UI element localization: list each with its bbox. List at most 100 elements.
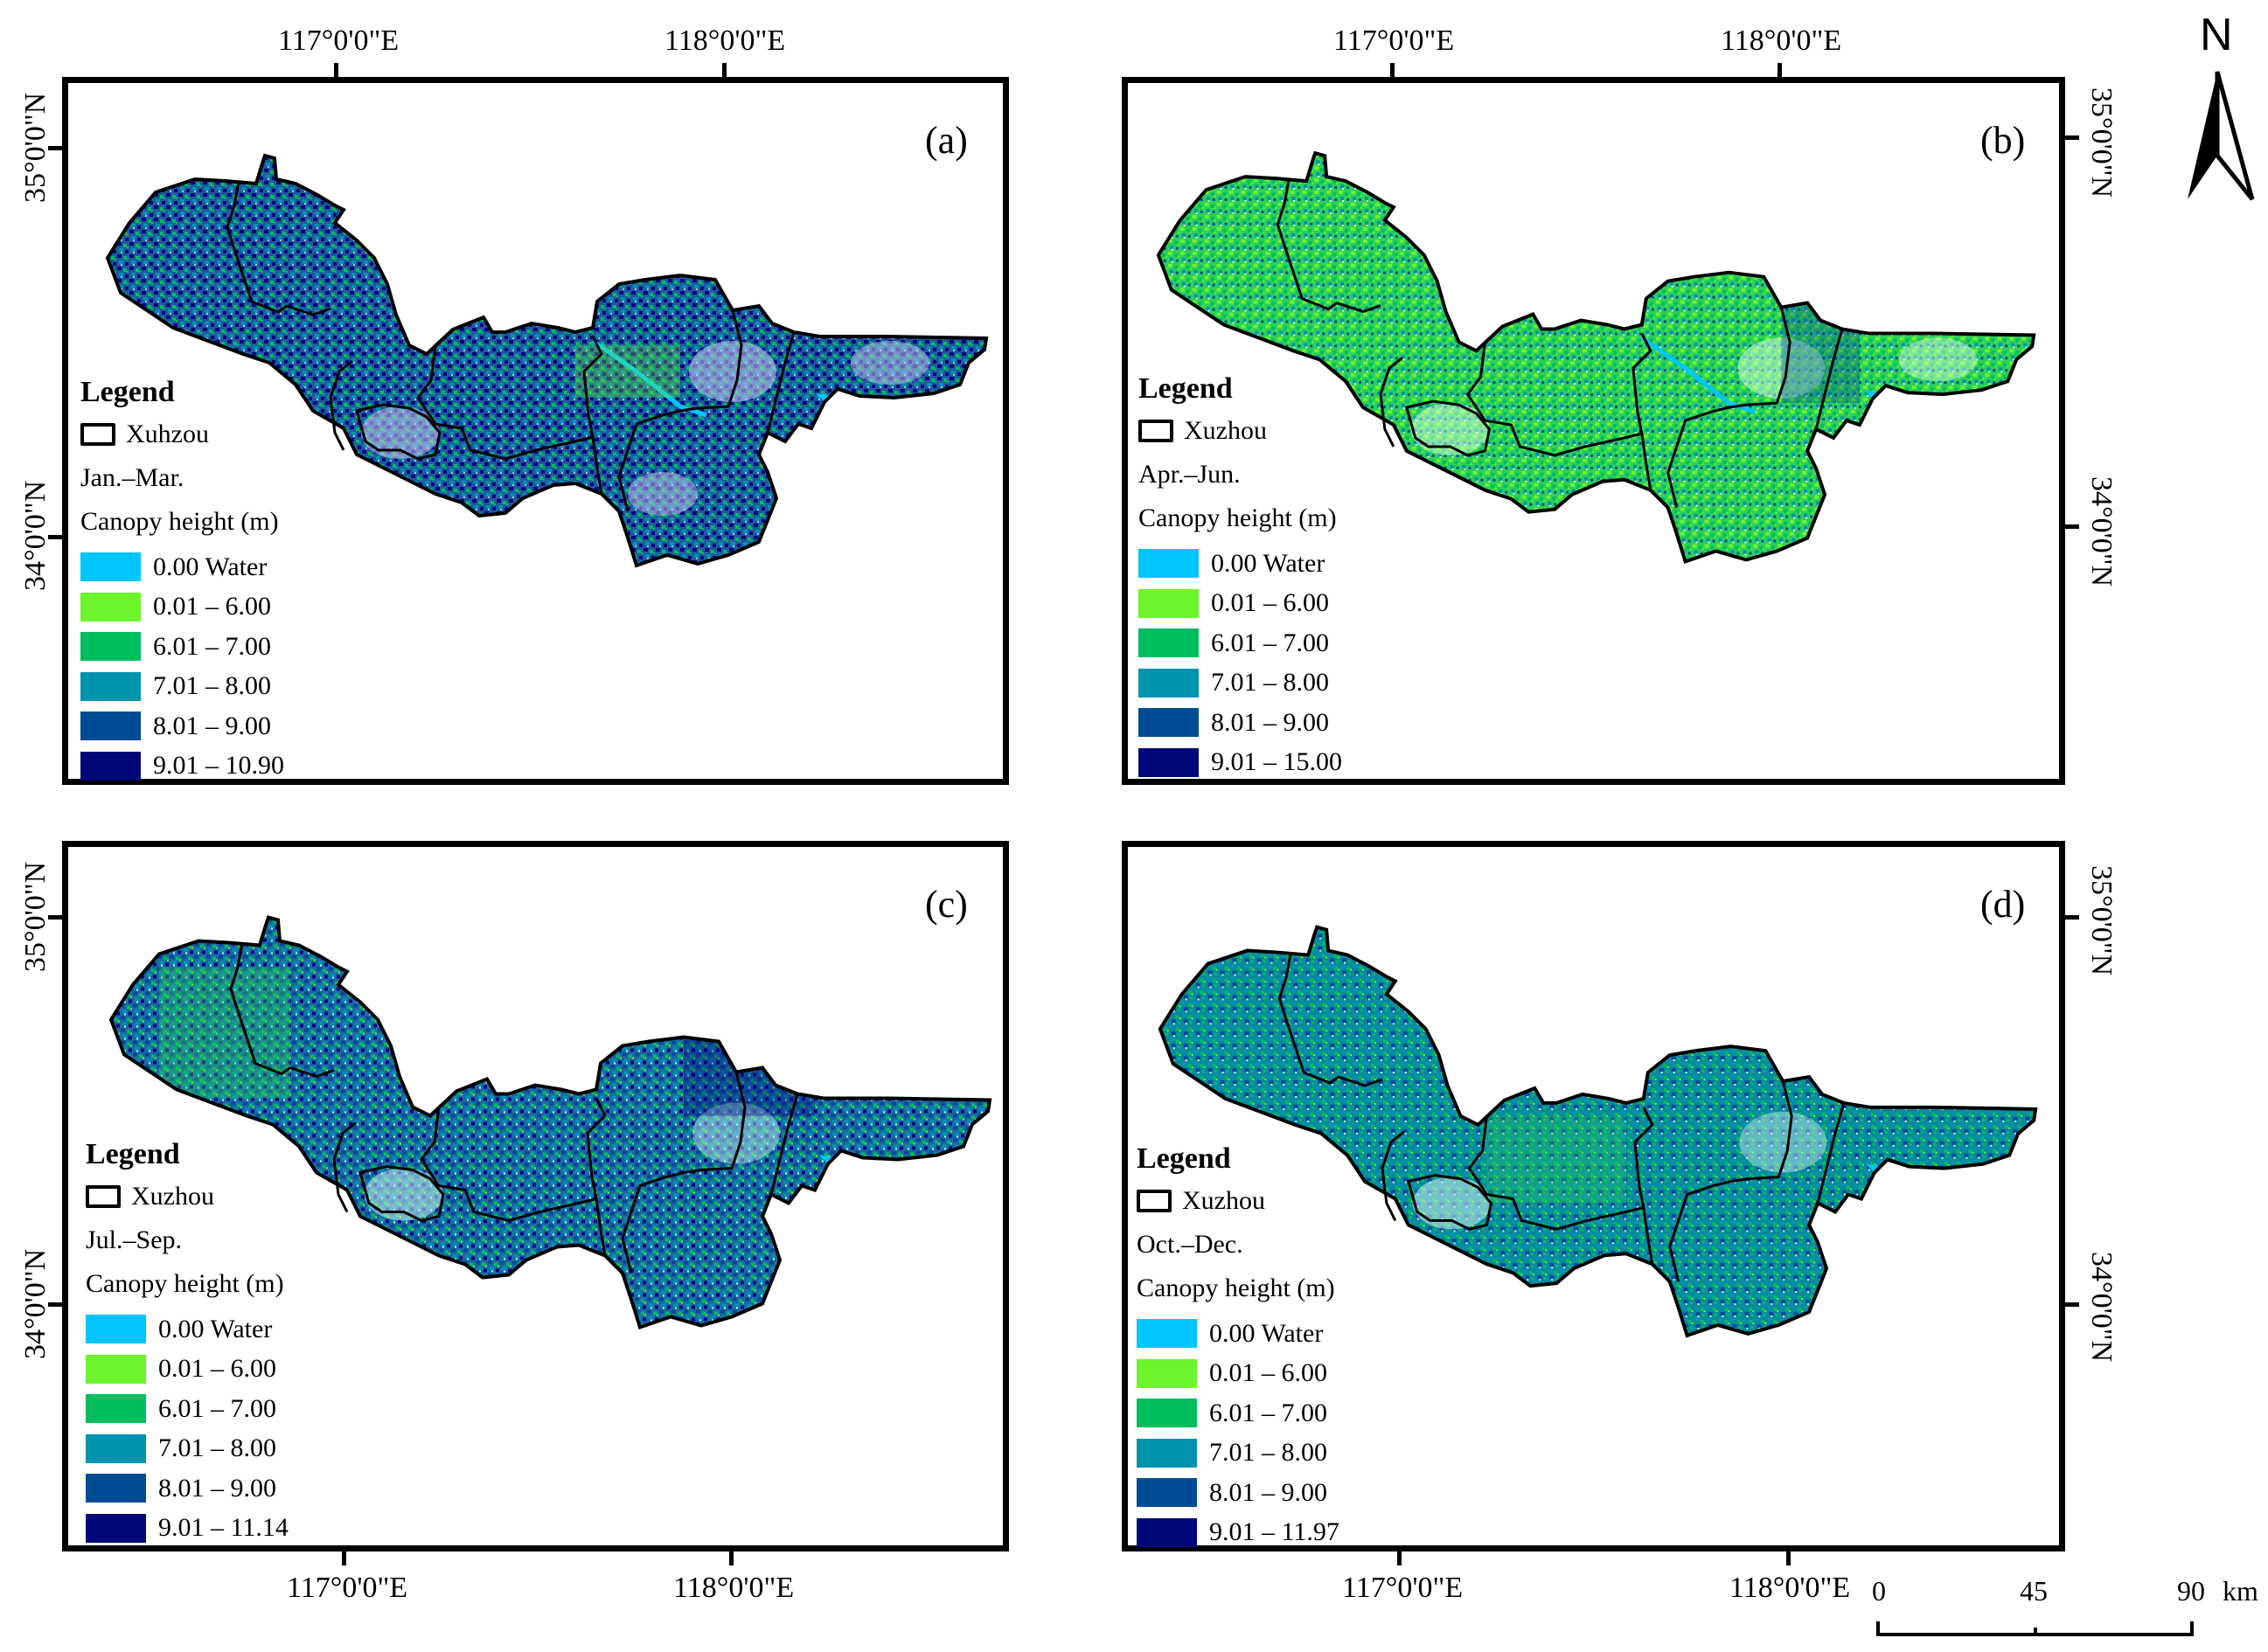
swatch-class5 <box>80 751 141 781</box>
legend-class-label: 0.01 – 6.00 <box>158 1354 276 1384</box>
legend-class-1: 0.01 – 6.00 <box>1138 584 1342 624</box>
lat-tick <box>48 915 64 920</box>
legend-boundary-item: Xuzhou <box>1137 1188 1339 1214</box>
legend-class-water: 0.00 Water <box>1137 1314 1339 1354</box>
legend-class-2: 6.01 – 7.00 <box>80 627 284 667</box>
legend-class-label: 8.01 – 9.00 <box>1209 1477 1327 1507</box>
legend-class-5: 9.01 – 11.14 <box>86 1509 289 1549</box>
legend-class-label: 8.01 – 9.00 <box>153 711 271 740</box>
swatch-class4 <box>86 1474 146 1503</box>
map-panel-b: (b) Legend Xuzhou Apr.–Jun. Canopy heigh… <box>1122 77 2065 785</box>
legend-class-2: 6.01 – 7.00 <box>1137 1393 1339 1433</box>
swatch-class5 <box>86 1513 146 1543</box>
swatch-class3 <box>80 671 141 701</box>
lat-label-34: 34°0'0"N <box>2085 1252 2118 1363</box>
legend-class-label: 8.01 – 9.00 <box>1211 707 1329 737</box>
lon-tick <box>1778 63 1782 79</box>
north-label: N <box>2200 10 2233 60</box>
legend-class-label: 6.01 – 7.00 <box>1209 1398 1327 1427</box>
swatch-class5 <box>1137 1517 1197 1547</box>
swatch-class4 <box>1138 708 1199 738</box>
legend-class-5: 9.01 – 15.00 <box>1138 743 1342 783</box>
legend-title: Legend <box>1138 372 1233 405</box>
swatch-class1 <box>80 592 141 621</box>
lon-label-118: 118°0'0"E <box>673 1572 795 1604</box>
swatch-class2 <box>1137 1399 1197 1428</box>
legend-class-label: 9.01 – 11.14 <box>158 1513 289 1543</box>
legend-class-label: 7.01 – 8.00 <box>1209 1438 1327 1468</box>
legend-class-label: 7.01 – 8.00 <box>1211 668 1329 698</box>
legend-class-label: 0.00 Water <box>153 552 268 581</box>
lat-label-35: 35°0'0"N <box>2085 87 2118 198</box>
panel-label: (c) <box>925 883 968 926</box>
legend-season: Jan.–Mar. <box>80 463 184 492</box>
legend-class-4: 8.01 – 9.00 <box>1138 703 1342 743</box>
lat-label-35: 35°0'0"N <box>19 861 52 972</box>
lon-tick <box>1786 1550 1791 1565</box>
boundary-swatch-icon <box>86 1185 121 1208</box>
legend-class-label: 6.01 – 7.00 <box>1211 628 1329 657</box>
scale-bar: 0 45 90 km <box>1862 1573 2265 1652</box>
boundary-swatch-icon <box>80 423 115 446</box>
legend-class-1: 0.01 – 6.00 <box>1137 1354 1339 1394</box>
legend-class-label: 0.01 – 6.00 <box>153 592 271 621</box>
swatch-class3 <box>86 1433 146 1463</box>
legend-class-water: 0.00 Water <box>1138 544 1342 584</box>
legend-season: Apr.–Jun. <box>1138 460 1241 489</box>
lon-label-117: 117°0'0"E <box>278 24 400 57</box>
legend-class-label: 0.00 Water <box>1211 548 1325 578</box>
swatch-class2 <box>86 1394 146 1424</box>
legend-boundary-item: Xuzhou <box>86 1183 289 1210</box>
swatch-class1 <box>1138 588 1199 618</box>
lat-tick <box>2063 1302 2079 1307</box>
legend-class-5: 9.01 – 10.90 <box>80 746 284 787</box>
legend-unit: Canopy height (m) <box>1137 1274 1335 1302</box>
lat-label-35: 35°0'0"N <box>19 92 52 203</box>
lon-label-117: 117°0'0"E <box>287 1572 408 1604</box>
scale-bar-line <box>1876 1621 2194 1636</box>
lon-label-117: 117°0'0"E <box>1342 1572 1464 1604</box>
legend-boundary-item: Xuhzou <box>80 421 284 448</box>
legend-class-label: 9.01 – 11.97 <box>1209 1517 1339 1547</box>
lon-label-117: 117°0'0"E <box>1333 24 1455 57</box>
legend-class-label: 7.01 – 8.00 <box>153 671 271 701</box>
swatch-class5 <box>1138 747 1199 777</box>
legend-class-label: 9.01 – 10.90 <box>153 751 284 781</box>
xuzhou-map-d <box>1158 925 2038 1337</box>
xuzhou-map-a <box>106 154 988 567</box>
swatch-water <box>86 1315 146 1344</box>
legend-boundary-label: Xuzhou <box>1182 1186 1265 1215</box>
legend-unit: Canopy height (m) <box>86 1269 284 1298</box>
legend-class-water: 0.00 Water <box>80 547 284 587</box>
legend-class-label: 9.01 – 15.00 <box>1211 747 1342 777</box>
legend-unit: Canopy height (m) <box>1138 503 1337 532</box>
legend-title: Legend <box>80 376 175 408</box>
legend-boundary-label: Xuhzou <box>126 420 209 448</box>
lon-tick <box>334 63 338 79</box>
legend-class-5: 9.01 – 11.97 <box>1137 1513 1339 1553</box>
legend-boundary-label: Xuzhou <box>131 1182 214 1211</box>
legend: Legend Xuzhou Apr.–Jun. Canopy height (m… <box>1138 374 1342 782</box>
lat-tick <box>48 146 64 150</box>
xuzhou-map-c <box>109 915 991 1329</box>
swatch-water <box>80 552 141 582</box>
legend: Legend Xuzhou Jul.–Sep. Canopy height (m… <box>86 1140 289 1548</box>
legend-class-4: 8.01 – 9.00 <box>80 706 284 746</box>
lon-label-118: 118°0'0"E <box>1721 24 1842 57</box>
legend-class-3: 7.01 – 8.00 <box>80 667 284 707</box>
lon-tick <box>1397 1550 1402 1565</box>
legend: Legend Xuzhou Oct.–Dec. Canopy height (m… <box>1137 1144 1339 1552</box>
swatch-water <box>1138 549 1199 579</box>
legend-title: Legend <box>1137 1142 1231 1175</box>
legend-class-label: 0.00 Water <box>1209 1318 1324 1348</box>
legend-class-1: 0.01 – 6.00 <box>80 587 284 628</box>
legend-class-4: 8.01 – 9.00 <box>1137 1473 1339 1513</box>
legend-class-4: 8.01 – 9.00 <box>86 1468 289 1509</box>
lat-label-34: 34°0'0"N <box>2085 476 2118 587</box>
legend-class-label: 8.01 – 9.00 <box>158 1473 276 1503</box>
lat-tick <box>48 1302 64 1307</box>
legend-unit: Canopy height (m) <box>80 507 279 536</box>
swatch-class4 <box>80 711 141 741</box>
lat-tick <box>2063 135 2079 140</box>
lat-tick <box>48 535 64 539</box>
